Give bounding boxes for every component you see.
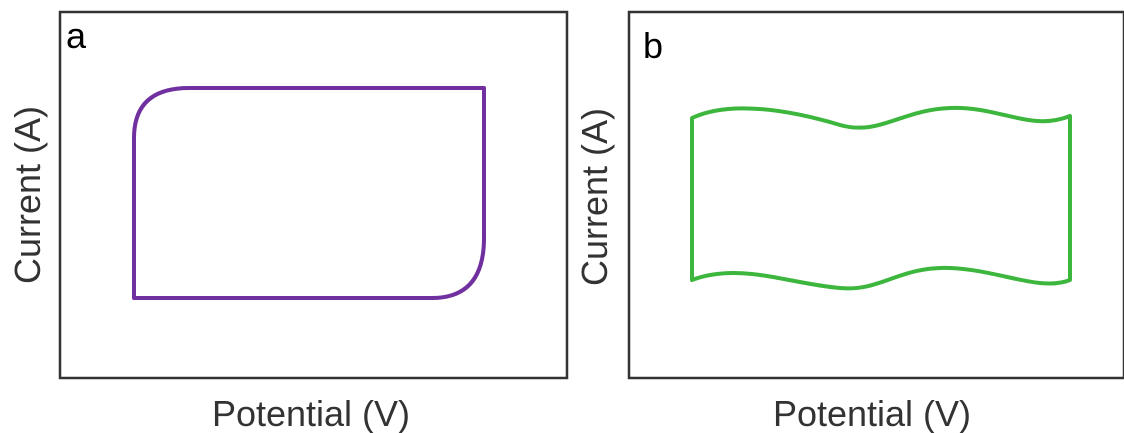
panel-a: a Potential (V) Current (A) [7, 10, 569, 433]
panel-b: b Potential (V) Current (A) [574, 10, 1124, 433]
panel-b-cv-curve [690, 105, 1072, 291]
panel-a-frame [58, 10, 569, 380]
panel-a-y-axis-label: Current (A) [7, 106, 48, 284]
panel-a-x-axis-label: Potential (V) [212, 393, 410, 433]
panel-b-x-axis-label: Potential (V) [773, 393, 971, 433]
panel-a-letter: a [66, 15, 87, 56]
panel-b-frame [627, 10, 1124, 380]
panel-b-letter: b [643, 25, 663, 66]
panel-a-cv-curve [132, 86, 486, 300]
panel-b-y-axis-label: Current (A) [574, 108, 615, 286]
